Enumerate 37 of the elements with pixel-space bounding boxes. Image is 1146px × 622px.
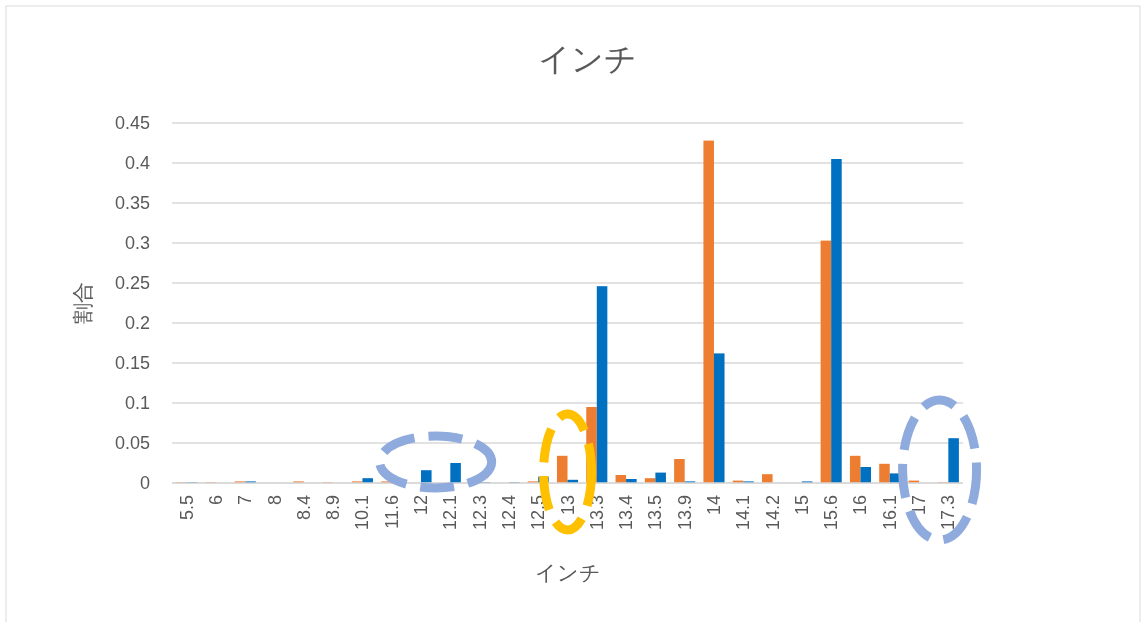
x-tick-label: 14.2 (762, 495, 783, 531)
y-tick-label: 0.2 (124, 313, 150, 333)
x-tick-label: 12.1 (440, 495, 461, 531)
x-tick-label: 15 (791, 495, 812, 516)
y-tick-label: 0.1 (124, 393, 150, 413)
y-tick-label: 0.4 (124, 153, 150, 173)
chart-title: インチ (538, 41, 637, 77)
x-tick-label: 17.3 (938, 495, 959, 531)
x-tick-label: 5.5 (176, 495, 197, 521)
y-tick-label: 0.25 (114, 273, 150, 293)
x-tick-label: 14 (703, 495, 724, 516)
y-tick-label: 0.45 (114, 113, 150, 133)
x-tick-label: 8 (264, 495, 285, 506)
y-tick-label: 0.35 (114, 193, 150, 213)
x-tick-label: 15.6 (821, 495, 842, 531)
x-tick-label: 7 (235, 495, 256, 506)
y-axis-title: 割合 (71, 282, 94, 324)
x-tick-label: 6 (205, 495, 226, 506)
x-tick-label: 13.4 (616, 495, 637, 531)
y-tick-label: 0.15 (114, 353, 150, 373)
y-tick-label: 0.3 (124, 233, 150, 253)
x-tick-label: 11.6 (381, 495, 402, 529)
x-tick-label: 8.9 (323, 495, 344, 521)
x-tick-label: 16 (850, 495, 871, 516)
y-tick-label: 0.05 (114, 433, 150, 453)
x-tick-label: 12.3 (469, 495, 490, 531)
x-tick-label: 10.1 (352, 495, 373, 531)
y-tick-label: 0 (139, 473, 150, 493)
x-tick-label: 14.1 (733, 495, 754, 531)
x-tick-label: 16.1 (879, 495, 900, 531)
x-axis-title: インチ (534, 561, 601, 584)
x-tick-label: 12.4 (498, 495, 519, 531)
x-tick-label: 13.9 (674, 495, 695, 531)
x-tick-label: 13.5 (645, 495, 666, 531)
x-tick-label: 12 (411, 495, 432, 516)
x-tick-label: 8.4 (293, 495, 314, 521)
x-tick-label: 13 (557, 495, 578, 516)
